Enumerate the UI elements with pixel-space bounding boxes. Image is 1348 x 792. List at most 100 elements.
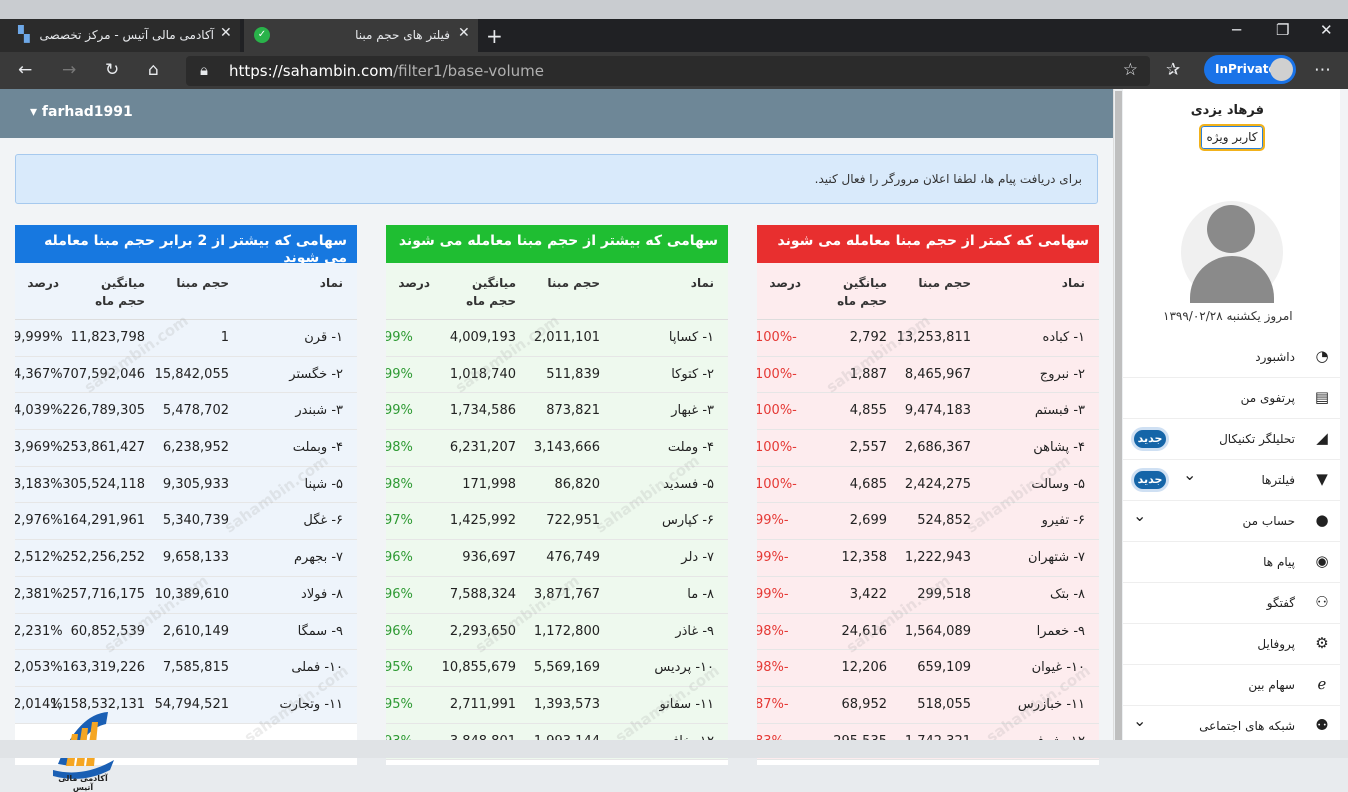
column-header-symbol[interactable]: نماد: [319, 276, 343, 290]
table-row[interactable]: ۹- خعمرا 1,564,089 24,616 98%-: [757, 614, 1099, 651]
cell-symbol[interactable]: ۹- خعمرا: [1036, 623, 1085, 639]
table-row[interactable]: ۷- شتهران 1,222,943 12,358 99%-: [757, 540, 1099, 577]
minimize-icon[interactable]: ─: [1232, 21, 1242, 39]
cell-symbol[interactable]: ۳- غبهار: [671, 403, 714, 419]
sidebar-item-filter[interactable]: ▼ فیلترها جدید ⌄: [1123, 461, 1340, 501]
cell-symbol[interactable]: ۷- شتهران: [1028, 550, 1085, 566]
cell-symbol[interactable]: ۵- فسدید: [663, 476, 714, 492]
sidebar-item-gear[interactable]: ⚙ پروفایل: [1123, 625, 1340, 665]
cell-symbol[interactable]: ۸- ما: [687, 586, 714, 602]
home-icon[interactable]: ⌂: [148, 60, 159, 80]
table-row[interactable]: ۱۰- غیوان 659,109 12,206 98%-: [757, 650, 1099, 687]
cell-symbol[interactable]: ۹- غاذر: [675, 623, 714, 639]
table-row[interactable]: ۵- شپنا 9,305,933 305,524,118 3,183%: [15, 467, 357, 504]
cell-symbol[interactable]: ۲- خگستر: [289, 366, 343, 382]
table-row[interactable]: ۱۰- فملی 7,585,815 163,319,226 2,053%: [15, 650, 357, 687]
table-row[interactable]: ۲- نبروج 8,465,967 1,887 100%-: [757, 357, 1099, 394]
table-row[interactable]: ۳- شبندر 5,478,702 226,789,305 4,039%: [15, 393, 357, 431]
tab-sahambin[interactable]: ✓ فیلتر های حجم مبنا ✕: [244, 19, 478, 52]
table-row[interactable]: ۱- قرن 1 11,823,798 9,999%: [15, 320, 357, 357]
table-row[interactable]: ۹- غاذر 1,172,800 2,293,650 96%: [386, 614, 728, 651]
close-tab-icon[interactable]: ✕: [458, 25, 470, 41]
back-icon[interactable]: ←: [18, 60, 33, 80]
column-header-symbol[interactable]: نماد: [690, 276, 714, 290]
cell-symbol[interactable]: ۲- نبروج: [1039, 366, 1085, 382]
new-tab-button[interactable]: +: [486, 24, 503, 48]
table-row[interactable]: ۱۱- وتجارت 54,794,521 1,158,532,131 2,014%: [15, 687, 357, 724]
cell-symbol[interactable]: ۶- کپارس: [661, 513, 714, 529]
cell-symbol[interactable]: ۱۱- خبازرس: [1017, 696, 1085, 712]
column-header-symbol[interactable]: نماد: [1061, 276, 1085, 290]
table-row[interactable]: ۲- خگستر 15,842,055 707,592,046 4,367%: [15, 357, 357, 394]
cell-symbol[interactable]: ۸- بتک: [1050, 586, 1085, 602]
table-row[interactable]: ۵- وسالت 2,424,275 4,685 100%-: [757, 467, 1099, 504]
user-menu[interactable]: ▾ farhad1991: [30, 104, 133, 120]
cell-symbol[interactable]: ۷- بجهرم: [293, 550, 343, 566]
chevron-down-icon[interactable]: ⌄: [1183, 465, 1197, 484]
table-row[interactable]: ۴- وملت 3,143,666 6,231,207 98%: [386, 430, 728, 467]
sidebar-item-user[interactable]: ● حساب من ⌄: [1123, 502, 1340, 542]
table-row[interactable]: ۶- کپارس 722,951 1,425,992 97%: [386, 503, 728, 541]
chevron-down-icon[interactable]: ⌄: [1133, 711, 1147, 730]
cell-symbol[interactable]: ۳- شبندر: [295, 403, 343, 419]
cell-symbol[interactable]: ۶- تفیرو: [1041, 513, 1085, 529]
table-row[interactable]: ۳- فبستم 9,474,183 4,855 100%-: [757, 393, 1099, 431]
table-row[interactable]: ۱- کساپا 2,011,101 4,009,193 99%: [386, 320, 728, 357]
column-header-base-volume[interactable]: حجم مبنا: [176, 276, 229, 290]
table-row[interactable]: ۹- سمگا 2,610,149 60,852,539 2,231%: [15, 614, 357, 651]
restore-icon[interactable]: ❐: [1276, 21, 1290, 39]
close-tab-icon[interactable]: ✕: [220, 25, 232, 41]
table-row[interactable]: ۱- کباده 13,253,811 2,792 100%-: [757, 320, 1099, 357]
table-row[interactable]: ۶- تفیرو 524,852 2,699 99%-: [757, 503, 1099, 541]
table-row[interactable]: ۵- فسدید 86,820 171,998 98%: [386, 467, 728, 504]
cell-symbol[interactable]: ۷- دلر: [681, 550, 714, 566]
sidebar-item-message[interactable]: ◉ پیام ها: [1123, 543, 1340, 583]
more-menu-icon[interactable]: ⋯: [1314, 60, 1331, 80]
cell-symbol[interactable]: ۵- وسالت: [1031, 476, 1085, 492]
cell-symbol[interactable]: ۱۰- فملی: [291, 660, 343, 676]
table-row[interactable]: ۱۱- سفانو 1,393,573 2,711,991 95%: [386, 687, 728, 724]
cell-symbol[interactable]: ۳- فبستم: [1034, 403, 1085, 419]
cell-symbol[interactable]: ۵- شپنا: [304, 476, 343, 492]
sidebar-item-chat[interactable]: ⚇ گفتگو: [1123, 584, 1340, 624]
table-row[interactable]: ۲- کتوکا 511,839 1,018,740 99%: [386, 357, 728, 394]
cell-symbol[interactable]: ۱۱- سفانو: [659, 696, 714, 712]
sidebar-item-ie[interactable]: ℯ سهام بین: [1123, 666, 1340, 706]
table-row[interactable]: ۷- دلر 476,749 936,697 96%: [386, 540, 728, 577]
cell-symbol[interactable]: ۹- سمگا: [297, 623, 343, 639]
table-row[interactable]: ۴- وبملت 6,238,952 253,861,427 3,969%: [15, 430, 357, 467]
cell-symbol[interactable]: ۱- کساپا: [668, 330, 714, 345]
cell-symbol[interactable]: ۴- پشاهن: [1033, 440, 1085, 456]
table-row[interactable]: ۸- فولاد 10,389,610 257,716,175 2,381%: [15, 577, 357, 614]
column-header-avg-monthly[interactable]: میانگین حجم ماه: [95, 276, 145, 308]
cell-symbol[interactable]: ۱۰- غیوان: [1031, 660, 1085, 676]
cell-symbol[interactable]: ۱۱- وتجارت: [279, 696, 343, 712]
cell-symbol[interactable]: ۴- وملت: [667, 440, 714, 456]
chevron-down-icon[interactable]: ⌄: [1133, 506, 1147, 525]
page-scrollbar[interactable]: [1113, 89, 1123, 758]
tab-atis[interactable]: ▚ آکادمی مالی آتیس - مرکز تخصصی ✕: [0, 19, 240, 52]
cell-symbol[interactable]: ۶- غگل: [303, 513, 343, 529]
cell-symbol[interactable]: ۱- قرن: [304, 330, 343, 345]
column-header-percent[interactable]: درصد: [27, 276, 59, 290]
column-header-percent[interactable]: درصد: [398, 276, 430, 290]
close-window-icon[interactable]: ✕: [1320, 21, 1333, 39]
table-row[interactable]: ۴- پشاهن 2,686,367 2,557 100%-: [757, 430, 1099, 467]
inprivate-button[interactable]: InPrivate: [1204, 55, 1296, 84]
cell-symbol[interactable]: ۱- کباده: [1042, 330, 1085, 345]
sidebar-item-chart[interactable]: ◢ تحلیلگر تکنیکال جدید: [1123, 420, 1340, 460]
favorite-star-icon[interactable]: ☆: [1122, 60, 1138, 80]
table-row[interactable]: ۶- غگل 5,340,739 164,291,961 2,976%: [15, 503, 357, 541]
column-header-base-volume[interactable]: حجم مبنا: [547, 276, 600, 290]
address-bar[interactable]: 🔒︎ https://sahambin.com/filter1/base-vol…: [186, 56, 1150, 86]
table-row[interactable]: ۳- غبهار 873,821 1,734,586 99%: [386, 393, 728, 431]
table-row[interactable]: ۱۱- خبازرس 518,055 68,952 87%-: [757, 687, 1099, 724]
cell-symbol[interactable]: ۸- فولاد: [301, 586, 343, 602]
table-row[interactable]: ۸- ما 3,871,767 7,588,324 96%: [386, 577, 728, 614]
refresh-icon[interactable]: ↻: [105, 60, 120, 80]
table-row[interactable]: ۷- بجهرم 9,658,133 252,256,252 2,512%: [15, 540, 357, 577]
cell-symbol[interactable]: ۱۰- پردیس: [654, 660, 714, 676]
table-row[interactable]: ۸- بتک 299,518 3,422 99%-: [757, 577, 1099, 614]
table-row[interactable]: ۱۰- پردیس 5,569,169 10,855,679 95%: [386, 650, 728, 687]
column-header-base-volume[interactable]: حجم مبنا: [918, 276, 971, 290]
